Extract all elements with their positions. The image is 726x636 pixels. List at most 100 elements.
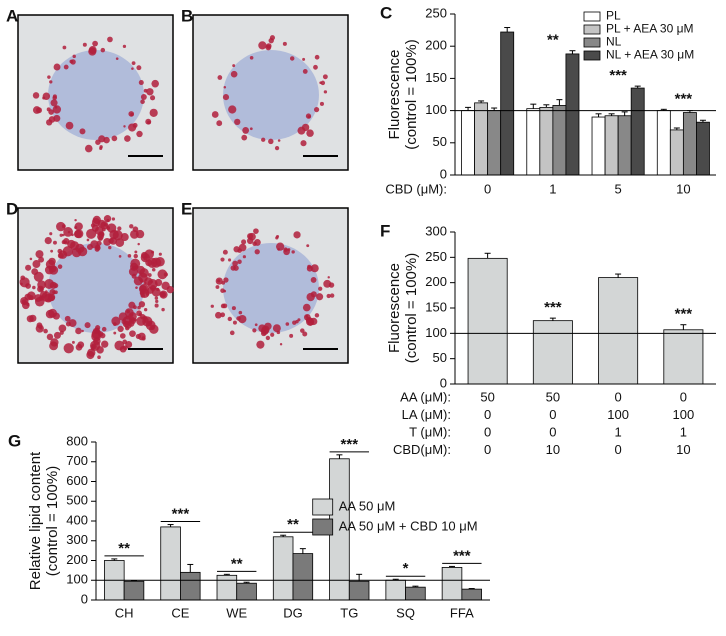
lipid-droplet	[65, 321, 71, 327]
nucleus	[223, 243, 319, 333]
bar	[663, 329, 704, 385]
lipid-droplet	[31, 268, 39, 276]
lipid-droplet	[40, 290, 48, 298]
significance: ***	[172, 506, 190, 523]
lipid-droplet	[289, 56, 295, 61]
bar	[348, 580, 370, 601]
lipid-droplet	[136, 316, 146, 326]
lipid-droplet	[310, 291, 317, 298]
lipid-droplet	[241, 134, 248, 141]
lipid-droplet	[109, 237, 117, 245]
lipid-droplet	[70, 241, 79, 250]
lipid-droplet	[313, 64, 318, 70]
lipid-droplet	[302, 57, 306, 61]
lipid-droplet	[133, 253, 138, 259]
x-tick-label: 0	[484, 181, 491, 196]
lipid-droplet	[79, 128, 86, 135]
lipid-droplet	[216, 120, 223, 127]
condition-value: 0	[484, 424, 491, 439]
bar	[160, 526, 181, 601]
lipid-droplet	[29, 257, 33, 261]
condition-label: CBD(μM):	[393, 442, 451, 457]
lipid-droplet	[145, 292, 150, 296]
lipid-droplet	[154, 303, 159, 308]
y-tick-label: 700	[66, 453, 88, 468]
bar	[385, 579, 406, 601]
lipid-droplet	[98, 135, 106, 143]
panel-label: F	[380, 221, 390, 240]
condition-value: 10	[676, 442, 690, 457]
lipid-droplet	[222, 249, 228, 255]
bar	[552, 105, 567, 176]
lipid-droplet	[297, 126, 306, 135]
bar	[669, 129, 684, 176]
lipid-droplet	[20, 282, 23, 286]
lipid-droplet	[50, 99, 58, 107]
lipid-droplet	[109, 229, 119, 240]
lipid-droplet	[249, 127, 253, 131]
panel-label: G	[8, 431, 21, 450]
lipid-droplet	[132, 305, 137, 310]
lipid-droplet	[111, 217, 116, 221]
lipid-droplet	[72, 54, 76, 59]
lipid-droplet	[50, 338, 59, 347]
legend-swatch	[583, 24, 601, 35]
lipid-droplet	[151, 257, 162, 268]
lipid-droplet	[236, 316, 241, 321]
condition-value: 1	[615, 424, 622, 439]
y-tick-label: 800	[66, 433, 88, 448]
significance: **	[231, 555, 243, 572]
bar	[216, 574, 238, 601]
panel-label: D	[6, 199, 18, 218]
lipid-droplet	[25, 264, 32, 271]
lipid-droplet	[138, 80, 144, 86]
y-tick-label: 250	[425, 249, 447, 264]
y-tick-label: 600	[66, 473, 88, 488]
lipid-droplet	[220, 288, 225, 293]
lipid-droplet	[62, 238, 70, 245]
lipid-droplet	[117, 226, 122, 231]
lipid-droplet	[63, 343, 74, 354]
lipid-droplet	[302, 303, 311, 312]
lipid-droplet	[238, 310, 243, 315]
lipid-droplet	[300, 328, 305, 333]
lipid-droplet	[104, 223, 108, 227]
lipid-droplet	[86, 238, 90, 242]
y-axis-label: (control = 100%)	[44, 466, 61, 576]
lipid-droplet	[230, 70, 238, 78]
lipid-droplet	[114, 340, 125, 351]
significance: *	[403, 560, 409, 577]
bar	[292, 553, 314, 601]
lipid-droplet	[21, 299, 27, 305]
significance: ***	[675, 90, 693, 107]
y-tick-label: 100	[425, 102, 447, 117]
lipid-droplet	[49, 80, 53, 84]
lipid-droplet	[131, 61, 136, 66]
legend-label: AA 50 μM	[339, 498, 396, 513]
significance: ***	[675, 306, 693, 323]
lipid-droplet	[48, 293, 56, 301]
condition-value: 0	[680, 389, 687, 404]
lipid-droplet	[318, 286, 323, 291]
lipid-droplet	[32, 92, 40, 99]
bar	[565, 53, 580, 176]
lipid-droplet	[285, 322, 290, 326]
lipid-droplet	[115, 238, 125, 247]
lipid-droplet	[272, 324, 281, 333]
y-axis-label: (control = 100%)	[403, 39, 420, 149]
lipid-droplet	[326, 293, 331, 299]
lipid-droplet	[43, 328, 48, 334]
lipid-droplet	[223, 277, 229, 283]
lipid-droplet	[302, 331, 308, 337]
lipid-droplet	[57, 264, 63, 269]
lipid-droplet	[282, 41, 287, 46]
x-tick-label: SQ	[396, 605, 415, 620]
x-tick-label: 5	[615, 181, 622, 196]
significance: ***	[453, 547, 471, 564]
legend-label: NL + AEA 30 μM	[606, 48, 694, 62]
legend-swatch	[312, 498, 334, 516]
lipid-droplet	[157, 269, 168, 280]
lipid-droplet	[52, 312, 60, 320]
lipid-droplet	[319, 101, 324, 106]
